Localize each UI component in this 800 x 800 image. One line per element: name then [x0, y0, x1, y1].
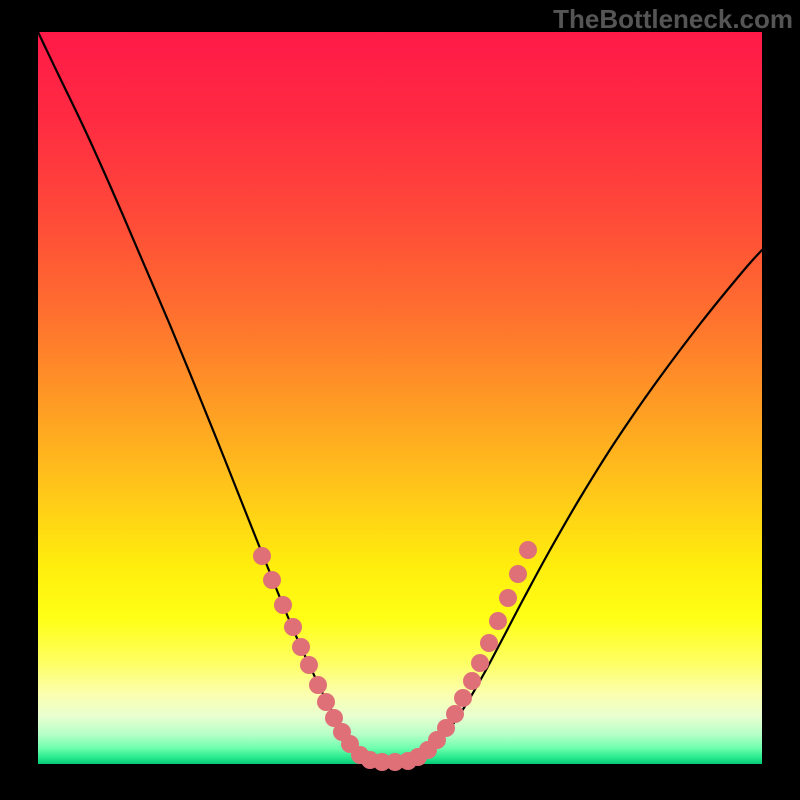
- scatter-marker: [519, 541, 537, 559]
- scatter-marker: [446, 705, 464, 723]
- scatter-marker: [499, 589, 517, 607]
- scatter-marker: [471, 654, 489, 672]
- scatter-marker: [253, 547, 271, 565]
- scatter-marker: [317, 693, 335, 711]
- scatter-marker: [292, 638, 310, 656]
- scatter-marker: [284, 618, 302, 636]
- scatter-marker: [274, 596, 292, 614]
- scatter-marker: [300, 656, 318, 674]
- scatter-marker: [480, 634, 498, 652]
- chart-gradient-background: [38, 32, 762, 764]
- scatter-marker: [489, 612, 507, 630]
- scatter-marker: [509, 565, 527, 583]
- watermark-text: TheBottleneck.com: [553, 4, 793, 35]
- scatter-marker: [463, 672, 481, 690]
- scatter-marker: [309, 676, 327, 694]
- scatter-marker: [454, 689, 472, 707]
- bottleneck-chart: [0, 0, 800, 800]
- scatter-marker: [263, 571, 281, 589]
